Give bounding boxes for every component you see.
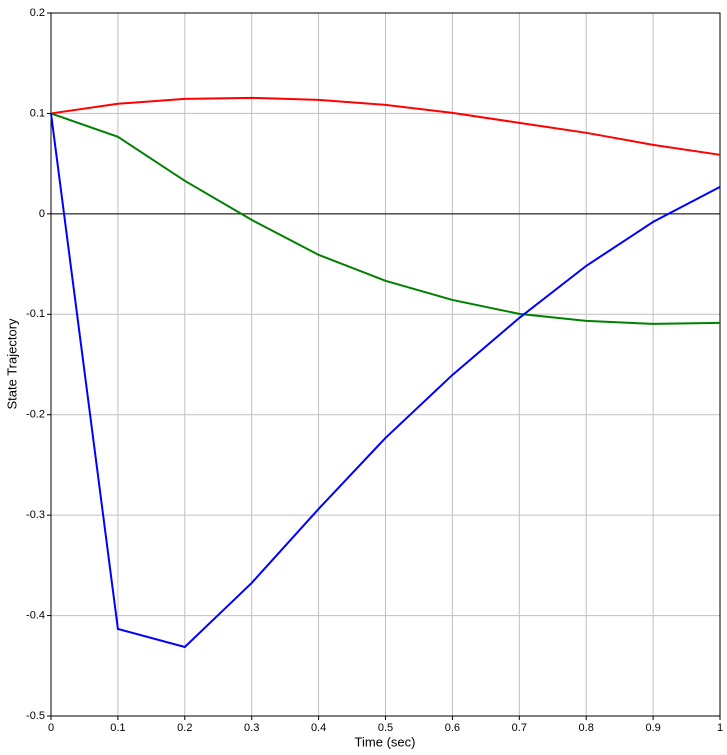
x-tick-label: 0.4 xyxy=(311,722,326,734)
x-tick-label: 0.8 xyxy=(579,722,594,734)
y-tick-label: -0.2 xyxy=(26,409,45,421)
x-tick-label: 0.3 xyxy=(244,722,259,734)
x-tick-label: 1 xyxy=(717,722,723,734)
y-tick-label: 0 xyxy=(39,208,45,220)
series-line xyxy=(50,113,721,649)
x-tick-label: 0 xyxy=(48,722,54,734)
x-tick-label: 0.6 xyxy=(445,722,460,734)
y-tick-label: -0.5 xyxy=(26,710,45,722)
x-tick-label: 0.9 xyxy=(645,722,660,734)
y-axis-label: State Trajectory xyxy=(4,318,19,410)
x-axis-label: Time (sec) xyxy=(355,734,416,749)
y-tick-label: 0.1 xyxy=(30,107,45,119)
x-tick-label: 0.2 xyxy=(177,722,192,734)
series-line xyxy=(50,112,721,325)
series-line xyxy=(50,96,721,156)
y-tick-label: -0.1 xyxy=(26,308,45,320)
x-tick-label: 0.7 xyxy=(512,722,527,734)
x-tick-label: 0.5 xyxy=(378,722,393,734)
y-tick-label: -0.3 xyxy=(26,509,45,521)
plot-frame xyxy=(50,12,721,717)
y-tick-label: 0.2 xyxy=(30,7,45,19)
y-tick-label: -0.4 xyxy=(26,609,45,621)
x-tick-label: 0.1 xyxy=(110,722,125,734)
